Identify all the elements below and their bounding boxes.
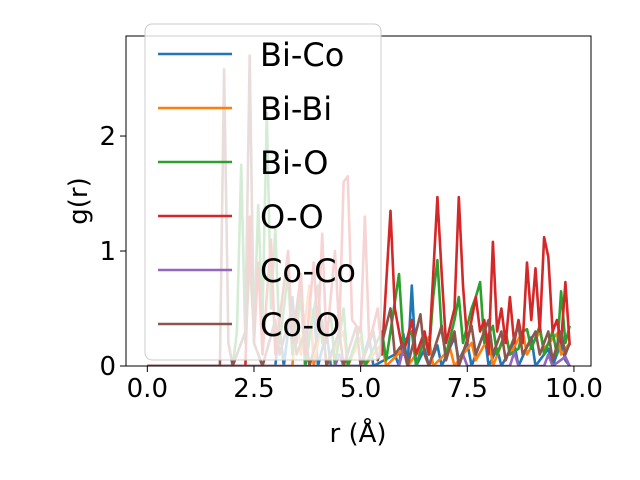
legend-label: Co-O (260, 306, 340, 344)
legend: Bi-Co Bi-Bi Bi-O O-O Co-Co Co-O (144, 23, 382, 361)
x-axis-label: r (Å) (329, 417, 386, 449)
x-axis: 0.0 2.5 5.0 7.5 10.0 (127, 366, 603, 404)
x-tick-label: 5.0 (340, 374, 381, 404)
y-axis-label: g(r) (64, 177, 94, 224)
y-tick-label: 2 (99, 122, 116, 152)
y-axis: 0 1 2 (99, 122, 126, 382)
series-line-5 (147, 54, 571, 366)
legend-label: O-O (260, 198, 324, 236)
legend-label: Bi-Bi (260, 90, 332, 128)
y-tick-label: 1 (99, 237, 116, 267)
x-tick-label: 7.5 (447, 374, 488, 404)
legend-label: Bi-O (260, 144, 328, 182)
legend-label: Bi-Co (260, 36, 344, 74)
y-tick-label: 0 (99, 352, 116, 382)
x-tick-label: 0.0 (127, 374, 168, 404)
legend-label: Co-Co (260, 252, 356, 290)
x-tick-label: 2.5 (233, 374, 274, 404)
x-tick-label: 10.0 (545, 374, 603, 404)
